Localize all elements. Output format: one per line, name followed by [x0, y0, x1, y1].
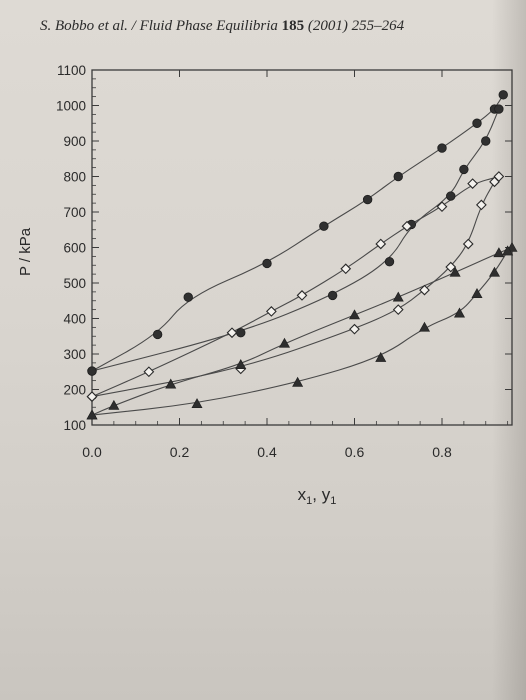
data-point-s3-8: [489, 176, 500, 188]
data-point-s5-2: [292, 376, 304, 387]
data-point-s5-4: [418, 321, 431, 332]
y-tick-label: 300: [63, 347, 86, 362]
data-point-s3-2: [349, 323, 360, 335]
data-point-s3-6: [462, 238, 474, 250]
data-point-s4-5: [348, 309, 361, 320]
data-point-s5-3: [375, 351, 387, 362]
data-point-s3-4: [419, 284, 430, 296]
data-point-s0-3: [262, 258, 272, 269]
data-point-s5-6: [471, 288, 483, 298]
data-point-s5-0: [86, 409, 98, 420]
data-point-s4-7: [449, 266, 461, 277]
data-point-s2-1: [143, 366, 155, 378]
data-point-s4-4: [278, 337, 291, 348]
data-point-s0-10: [498, 90, 508, 100]
series-lines: [91, 94, 513, 416]
data-point-s2-4: [296, 290, 308, 301]
series-line-0: [91, 94, 504, 372]
data-point-s5-5: [453, 307, 466, 318]
data-point-s1-3: [384, 257, 395, 267]
series-line-2: [91, 175, 500, 398]
y-tick-label: 1000: [56, 99, 86, 114]
header-journal: / Fluid Phase Equilibria: [131, 18, 278, 34]
data-point-s3-0: [86, 391, 98, 402]
data-point-s0-6: [393, 171, 403, 182]
header-year-pages: (2001) 255–264: [307, 18, 405, 34]
data-point-s5-1: [191, 398, 203, 409]
data-point-s2-3: [265, 306, 277, 317]
y-axis-label: P / kPa: [17, 227, 34, 276]
data-point-s1-7: [481, 136, 491, 146]
plot-border: [91, 69, 513, 426]
data-point-s1-1: [236, 328, 246, 338]
x-tick-label: 0.6: [345, 444, 365, 460]
y-axis-ticks: 100 200 300 400 500 600 700 800 900 1000 1100: [56, 63, 512, 433]
y-tick-label: 200: [63, 383, 86, 398]
data-point-s4-3: [235, 359, 247, 369]
y-tick-label: 1100: [57, 63, 86, 78]
data-point-s1-8: [494, 104, 504, 114]
data-point-s0-4: [319, 221, 329, 231]
data-point-s2-5: [340, 263, 352, 275]
header-volume: 185: [281, 18, 305, 34]
x-tick-label: 0.8: [432, 444, 452, 460]
data-point-s3-7: [475, 199, 487, 211]
x-tick-label: 0.0: [82, 444, 102, 460]
series-line-1: [91, 108, 500, 372]
data-point-s4-6: [392, 291, 404, 302]
chart-frame: [91, 69, 513, 426]
journal-header: S. Bobbo et al. / Fluid Phase Equilibria…: [40, 18, 404, 35]
data-point-s5-7: [488, 266, 501, 277]
x-tick-label: 0.4: [257, 444, 277, 460]
data-point-s0-8: [472, 118, 482, 128]
data-point-s2-2: [226, 327, 238, 339]
data-point-s0-2: [183, 292, 193, 302]
data-point-s4-8: [493, 247, 505, 258]
data-point-s2-7: [401, 220, 413, 232]
y-tick-label: 900: [63, 134, 86, 149]
data-point-s0-1: [152, 329, 163, 340]
series-line-4: [91, 247, 513, 416]
data-point-s0-5: [362, 194, 373, 205]
y-tick-label: 100: [63, 418, 86, 433]
y-tick-label: 700: [63, 205, 86, 220]
header-authors: S. Bobbo et al.: [40, 18, 128, 34]
x-axis-ticks: 0.0 0.2 0.4 0.6 0.8: [82, 70, 509, 460]
data-point-s0-7: [437, 143, 447, 153]
data-point-s2-9: [467, 178, 479, 189]
data-point-s1-2: [327, 290, 338, 301]
data-point-s3-5: [445, 261, 457, 273]
data-point-s4-2: [165, 378, 177, 389]
data-point-s1-0: [87, 366, 97, 376]
data-point-s1-6: [459, 164, 469, 175]
y-tick-label: 500: [63, 276, 86, 291]
x-axis-label: x1, y1: [298, 485, 337, 507]
x-tick-label: 0.2: [170, 444, 190, 460]
data-point-s5-8: [502, 245, 514, 256]
series-markers: [86, 90, 518, 420]
series-line-3: [91, 181, 495, 398]
data-point-s4-1: [108, 399, 120, 410]
y-tick-label: 800: [63, 170, 86, 185]
data-point-s3-3: [392, 304, 404, 316]
y-tick-label: 600: [63, 241, 86, 256]
data-point-s2-6: [375, 238, 387, 250]
y-tick-label: 400: [63, 312, 86, 327]
data-point-s2-8: [436, 201, 448, 213]
page-shadow: [492, 0, 526, 700]
data-point-s1-5: [446, 191, 456, 201]
